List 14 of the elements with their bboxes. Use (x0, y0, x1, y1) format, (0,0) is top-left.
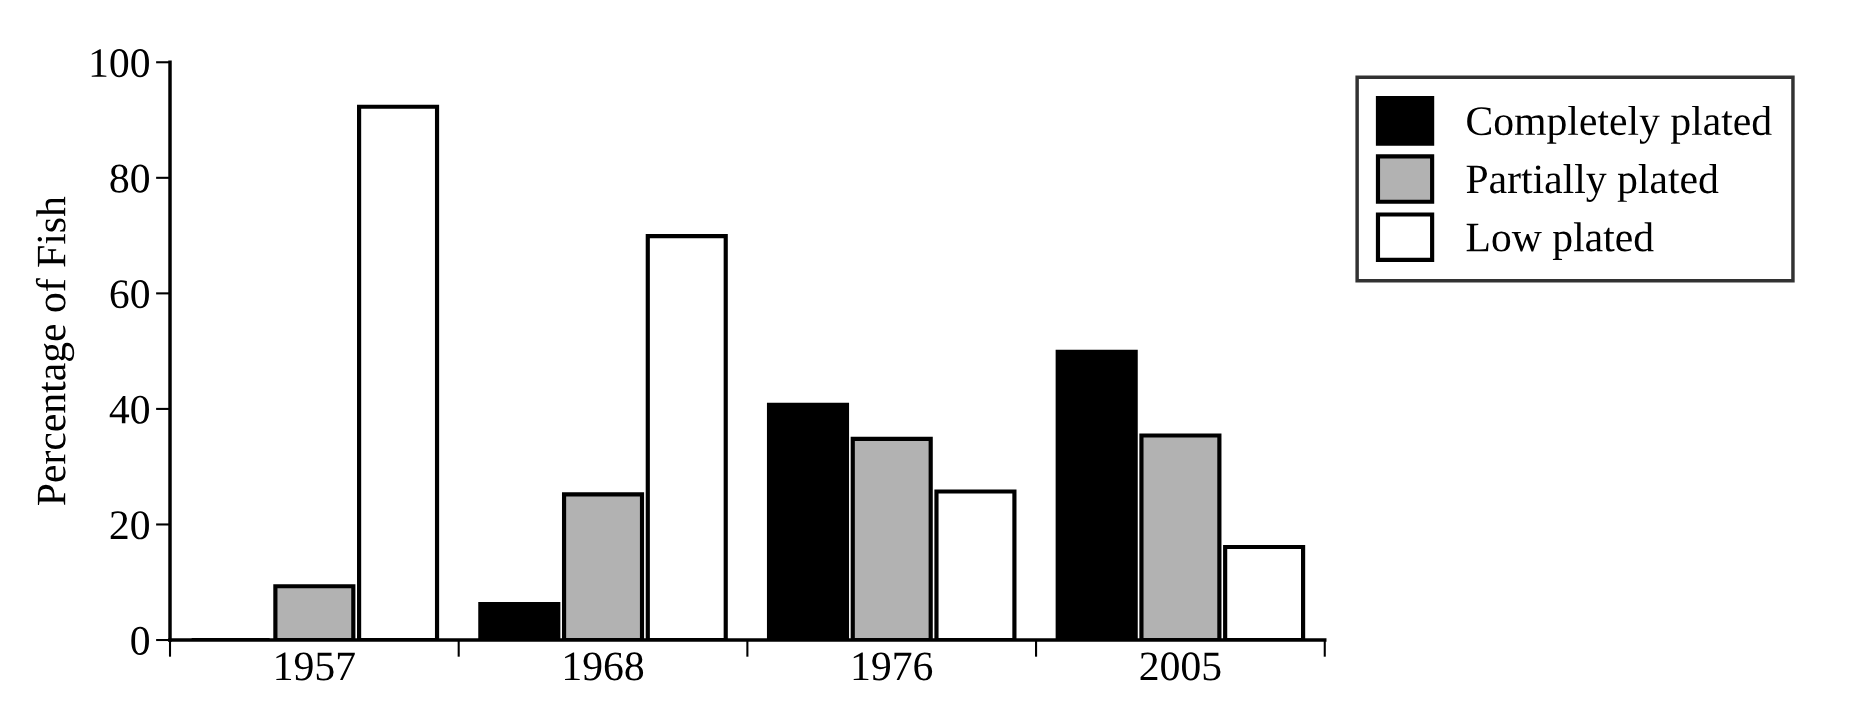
y-tick-label: 20 (110, 511, 149, 540)
y-tick-label: 40 (109, 395, 149, 424)
x-tick-label: 1968 (565, 652, 644, 681)
x-tick-label: 2005 (1140, 652, 1221, 681)
y-tick-label: 80 (110, 164, 149, 193)
y-tick-label: 0 (131, 626, 149, 655)
legend-label: Low plated (1466, 222, 1654, 261)
x-tick-label: 1957 (276, 652, 355, 681)
legend-label: Partially plated (1466, 164, 1719, 202)
x-tick-label: 1976 (853, 652, 933, 681)
y-tick-label: 100 (91, 49, 149, 78)
legend-label: Completely plated (1467, 105, 1772, 144)
y-tick-label: 60 (110, 280, 149, 309)
y-axis-title: Percentage of Fish (35, 196, 75, 505)
